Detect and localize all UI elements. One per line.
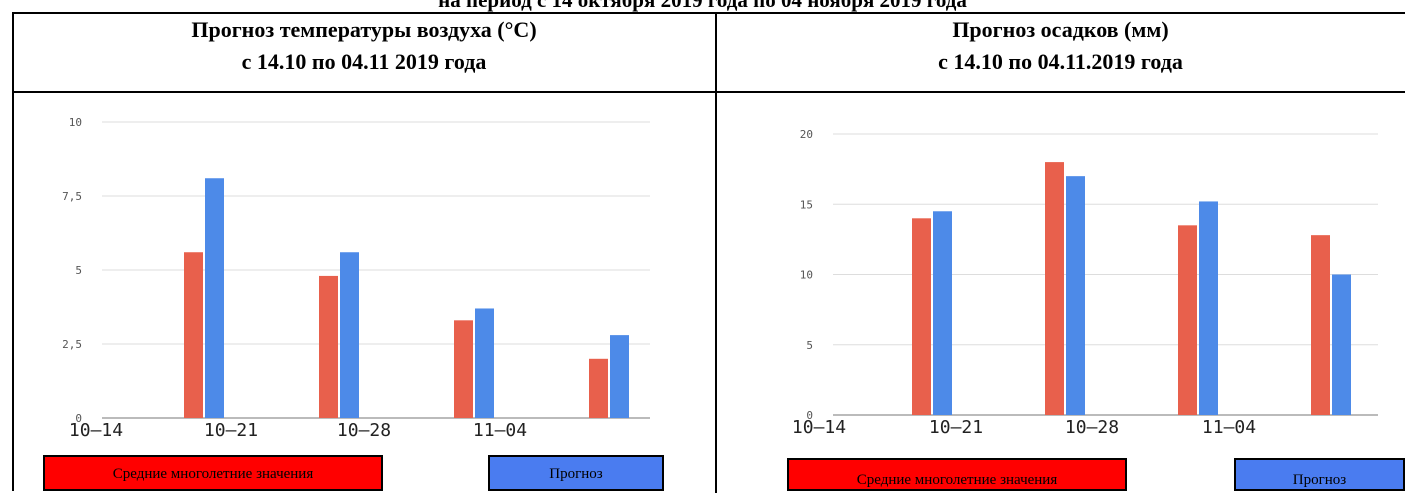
precipitation-y-tick-label: 15: [800, 198, 813, 211]
precipitation-bar-normal: [1311, 235, 1330, 415]
temperature-bar-forecast: [205, 178, 224, 418]
precipitation-title-line2: с 14.10 по 04.11.2019 года: [938, 49, 1183, 74]
precipitation-y-tick-label: 10: [800, 269, 813, 282]
temperature-title-line2: с 14.10 по 04.11 2019 года: [241, 49, 487, 74]
precipitation-y-tick-label: 5: [806, 339, 813, 352]
temperature-y-tick-label: 10: [69, 116, 82, 129]
precipitation-legend-normal: Средние многолетние значения: [787, 458, 1127, 491]
temperature-legend-normal: Средние многолетние значения: [43, 455, 383, 491]
precipitation-y-tick-label: 20: [800, 128, 813, 141]
precipitation-bar-normal: [912, 218, 931, 415]
precipitation-panel-title: Прогноз осадков (мм) с 14.10 по 04.11.20…: [716, 14, 1405, 84]
forecast-table: [12, 12, 1405, 493]
column-divider: [715, 14, 717, 493]
temperature-bar-normal: [589, 358, 608, 418]
temperature-y-tick-label: 0: [75, 412, 82, 425]
temperature-legend-forecast: Прогноз: [488, 455, 664, 491]
precipitation-chart: 0 5 10 15 20 10–14 10–21 10–28 11–04: [792, 128, 1378, 438]
temperature-x-tick-label: 11–04: [473, 420, 527, 441]
temperature-x-tick-label: 10–14: [69, 420, 123, 441]
temperature-chart: 0 2,5 5 7,5 10 10–14 10–21 10–28 11–04: [62, 116, 650, 441]
precipitation-x-tick-label: 10–28: [1065, 417, 1119, 438]
precipitation-x-tick-label: 10–21: [929, 417, 983, 438]
temperature-x-tick-label: 10–21: [204, 420, 258, 441]
precipitation-bar-normal: [1178, 225, 1197, 415]
temperature-y-tick-label: 5: [75, 264, 82, 277]
precipitation-title-line1: Прогноз осадков (мм): [952, 17, 1169, 42]
header-divider: [14, 91, 1405, 93]
temperature-bar-normal: [454, 320, 473, 418]
temperature-panel-title: Прогноз температуры воздуха (°С) с 14.10…: [14, 14, 714, 84]
temperature-x-tick-label: 10–28: [337, 420, 391, 441]
precipitation-x-tick-label: 10–14: [792, 417, 846, 438]
precipitation-bar-normal: [1045, 162, 1064, 415]
temperature-title-line1: Прогноз температуры воздуха (°С): [191, 17, 537, 42]
precipitation-y-tick-label: 0: [806, 409, 813, 422]
temperature-bar-forecast: [475, 308, 494, 418]
precipitation-x-tick-label: 11–04: [1202, 417, 1256, 438]
precipitation-bar-forecast: [1332, 274, 1351, 415]
temperature-y-tick-label: 2,5: [62, 338, 82, 351]
temperature-bar-forecast: [610, 335, 629, 418]
temperature-bar-normal: [184, 252, 203, 418]
temperature-bar-forecast: [340, 252, 359, 418]
precipitation-bar-forecast: [1066, 176, 1085, 415]
precipitation-legend-forecast: Прогноз: [1234, 458, 1405, 491]
page-caption: на период с 14 октября 2019 года по 04 н…: [438, 0, 967, 12]
precipitation-bar-forecast: [933, 211, 952, 415]
temperature-y-tick-label: 7,5: [62, 190, 82, 203]
precipitation-bar-forecast: [1199, 201, 1218, 415]
temperature-bar-normal: [319, 275, 338, 418]
